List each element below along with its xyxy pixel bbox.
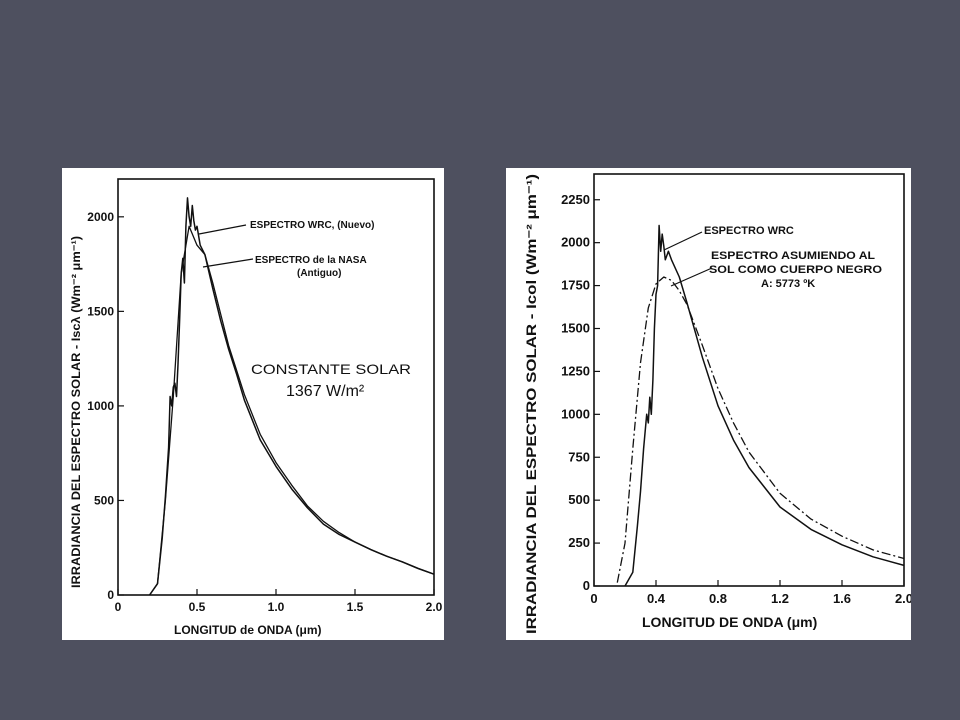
annotation-leader-wrc xyxy=(663,231,703,251)
y-tick-label: 2250 xyxy=(561,192,590,207)
chart-left: 0 0.5 1.0 1.5 2.0 0 500 1000 1500 2000 ESPECTRO W… xyxy=(69,178,443,637)
annotation-wrc: ESPECTRO WRC xyxy=(704,225,794,237)
annotation-leader-nasa xyxy=(202,258,254,268)
x-tick-label: 0.8 xyxy=(709,591,727,606)
x-tick-label: 0.5 xyxy=(189,600,206,614)
series-line-2 xyxy=(616,276,905,583)
y-axis-title: IRRADIANCIA DEL ESPECTRO SOLAR - Icol (W… xyxy=(523,174,539,634)
x-tick-label: 0 xyxy=(115,600,122,614)
x-axis-title: LONGITUD de ONDA (μm) xyxy=(174,623,322,637)
annotation-blackbody-1: ESPECTRO ASUMIENDO AL xyxy=(711,250,875,262)
x-tick-label: 0 xyxy=(590,591,597,606)
y-tick-label: 500 xyxy=(94,493,114,507)
x-tick-label: 2.0 xyxy=(426,600,443,614)
annotation-leader-wrc xyxy=(198,224,247,235)
y-tick-label: 1750 xyxy=(561,278,590,293)
x-axis-title: LONGITUD DE ONDA (μm) xyxy=(642,614,817,630)
chart-panel-right: 0 0.4 0.8 1.2 1.6 2.0 0 250 500 750 1000 1250 1500 17… xyxy=(506,168,911,640)
plot-frame xyxy=(593,173,905,587)
y-tick-label: 1500 xyxy=(561,321,590,336)
x-tick-label: 2.0 xyxy=(895,591,911,606)
y-tick-label: 0 xyxy=(583,578,590,593)
y-tick-label: 750 xyxy=(568,449,590,464)
x-tick-label: 1.0 xyxy=(268,600,285,614)
x-tick-label: 1.2 xyxy=(771,591,789,606)
annotation-leader-blackbody xyxy=(670,267,713,287)
solar-constant-value: 1367 W/m² xyxy=(286,383,365,400)
annotation-wrc: ESPECTRO WRC, (Nuevo) xyxy=(250,220,374,231)
x-tick-label: 1.6 xyxy=(833,591,851,606)
y-axis-title: IRRADIANCIA DEL ESPECTRO SOLAR - Iscλ (W… xyxy=(69,236,83,588)
annotation-nasa-sub: (Antiguo) xyxy=(297,268,341,279)
x-tick-label: 0.4 xyxy=(647,591,666,606)
series-line-2 xyxy=(149,225,435,596)
annotation-blackbody-2: SOL COMO CUERPO NEGRO xyxy=(709,264,882,276)
series-line-1 xyxy=(624,224,905,587)
chart-panel-left: 0 0.5 1.0 1.5 2.0 0 500 1000 1500 2000 ESPECTRO W… xyxy=(62,168,444,640)
plot-frame xyxy=(117,178,435,596)
y-tick-label: 2000 xyxy=(87,210,114,224)
y-tick-label: 1000 xyxy=(87,399,114,413)
y-tick-label: 1250 xyxy=(561,363,590,378)
y-tick-label: 1500 xyxy=(87,304,114,318)
annotation-nasa: ESPECTRO de la NASA xyxy=(255,255,367,266)
chart-right: 0 0.4 0.8 1.2 1.6 2.0 0 250 500 750 1000 1250 1500 17… xyxy=(523,173,911,634)
solar-constant-label: CONSTANTE SOLAR xyxy=(251,361,411,377)
y-tick-label: 250 xyxy=(568,535,590,550)
series-line-1 xyxy=(148,197,435,596)
annotation-blackbody-3: A: 5773 ºK xyxy=(761,278,815,290)
y-tick-label: 500 xyxy=(568,492,590,507)
y-tick-label: 1000 xyxy=(561,406,590,421)
x-tick-label: 1.5 xyxy=(347,600,364,614)
y-tick-label: 2000 xyxy=(561,235,590,250)
y-tick-label: 0 xyxy=(107,588,114,602)
